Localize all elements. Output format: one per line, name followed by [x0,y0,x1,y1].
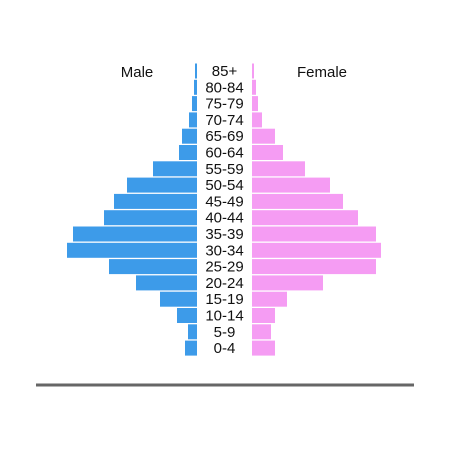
female-bar [252,308,275,323]
male-bar [104,210,197,226]
female-bar [252,145,283,160]
female-bar [252,112,262,128]
age-label: 30-34 [205,242,243,259]
male-bar [179,145,197,160]
male-bar [177,308,197,323]
age-label: 35-39 [205,226,243,243]
age-label: 65-69 [205,128,243,145]
age-label: 55-59 [205,161,243,178]
female-bar [252,291,287,307]
male-bar [109,259,197,275]
age-label: 10-14 [205,307,243,324]
male-bar [153,161,197,177]
male-bar [127,177,197,193]
age-label: 75-79 [205,96,243,113]
age-label: 45-49 [205,193,243,210]
age-label: 40-44 [205,210,243,227]
age-label: 70-74 [205,112,243,129]
female-bar [252,242,381,258]
legend-female: Female [297,64,347,81]
female-bar [252,63,254,79]
female-bar [252,79,256,95]
female-bar [252,275,323,291]
male-bar [136,275,197,291]
age-label: 5-9 [214,324,236,341]
age-label: 0-4 [214,340,236,357]
male-bar [160,291,197,307]
male-bar [182,128,197,144]
female-bar [252,128,275,144]
male-bar [114,193,197,209]
age-label: 25-29 [205,259,243,276]
male-bar [189,112,197,128]
age-label: 50-54 [205,177,243,194]
female-bar [252,161,305,177]
legend-male: Male [121,64,154,81]
male-bar [73,226,197,242]
age-label: 15-19 [205,291,243,308]
male-bar [192,96,197,112]
male-bar [67,242,197,258]
female-bar [252,193,343,209]
age-label: 85+ [212,63,238,80]
age-label: 80-84 [205,79,243,96]
female-bar [252,177,330,193]
female-bar [252,96,258,112]
male-bar [195,63,197,79]
female-bar [252,324,271,340]
age-label: 60-64 [205,144,243,161]
female-bar [252,226,376,242]
male-bar [185,340,197,356]
female-bar [252,340,275,356]
male-bar [188,324,197,340]
female-bar [252,210,358,226]
age-label: 20-24 [205,275,243,292]
male-bar [194,79,197,95]
female-bar [252,259,376,275]
